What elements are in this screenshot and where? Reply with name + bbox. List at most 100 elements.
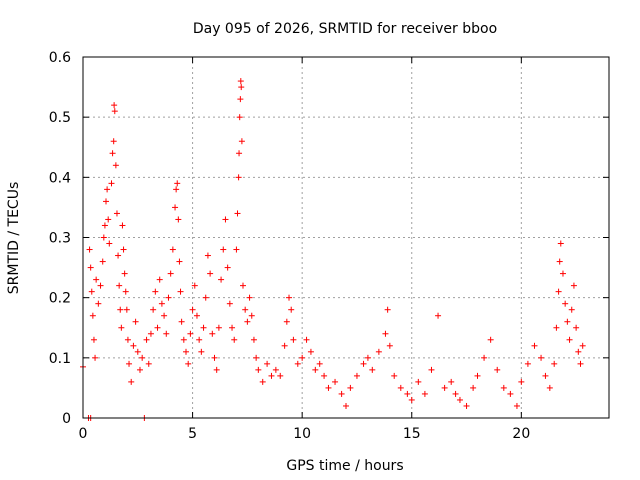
data-point xyxy=(147,330,154,337)
data-point xyxy=(253,354,260,361)
data-point xyxy=(562,300,569,307)
data-point xyxy=(88,288,95,295)
data-point xyxy=(577,360,584,367)
data-point xyxy=(248,312,255,319)
data-point xyxy=(513,402,520,409)
tick-labels: 0 5 10 15 20 0 0.1 0.2 0.3 0.4 0.5 0.6 xyxy=(49,50,531,442)
data-point xyxy=(115,252,122,259)
data-point xyxy=(575,348,582,355)
data-point xyxy=(557,240,564,247)
data-point xyxy=(242,306,249,313)
y-tick-label: 0.5 xyxy=(49,110,71,126)
data-point xyxy=(180,336,187,343)
data-point xyxy=(384,306,391,313)
data-point xyxy=(325,384,332,391)
data-point xyxy=(193,312,200,319)
data-point xyxy=(187,330,194,337)
data-point xyxy=(101,222,108,229)
x-axis-label: GPS time / hours xyxy=(286,458,403,474)
y-tick-label: 0.3 xyxy=(49,231,71,247)
data-point xyxy=(452,390,459,397)
y-tick-label: 0.2 xyxy=(49,291,71,307)
x-tick-label: 0 xyxy=(79,426,88,442)
data-point xyxy=(347,384,354,391)
data-point xyxy=(415,378,422,385)
data-points xyxy=(80,78,586,421)
data-point xyxy=(200,324,207,331)
data-point xyxy=(105,216,112,223)
data-point xyxy=(132,318,139,325)
data-point xyxy=(246,294,253,301)
data-point xyxy=(391,372,398,379)
data-point xyxy=(104,186,111,193)
data-point xyxy=(494,366,501,373)
data-point xyxy=(236,150,243,157)
data-point xyxy=(428,366,435,373)
data-point xyxy=(220,246,227,253)
data-point xyxy=(353,372,360,379)
data-point xyxy=(109,150,116,157)
data-point xyxy=(268,372,275,379)
data-point xyxy=(111,108,118,115)
y-axis-label: SRMTID / TECUs xyxy=(6,182,22,295)
data-point xyxy=(286,294,293,301)
data-point xyxy=(178,318,185,325)
data-point xyxy=(93,276,100,283)
data-point xyxy=(110,138,117,145)
data-point xyxy=(474,372,481,379)
data-point xyxy=(332,378,339,385)
data-point xyxy=(222,216,229,223)
x-tick-label: 20 xyxy=(512,426,530,442)
data-point xyxy=(566,336,573,343)
data-point xyxy=(538,354,545,361)
data-point xyxy=(255,366,262,373)
data-point xyxy=(100,234,107,241)
x-tick-label: 10 xyxy=(293,426,311,442)
data-point xyxy=(290,336,297,343)
data-point xyxy=(118,324,125,331)
data-point xyxy=(152,288,159,295)
data-point xyxy=(173,186,180,193)
data-point xyxy=(397,384,404,391)
data-point xyxy=(507,390,514,397)
data-point xyxy=(87,264,94,271)
data-point xyxy=(145,360,152,367)
data-point xyxy=(229,324,236,331)
data-point xyxy=(213,366,220,373)
data-point xyxy=(95,300,102,307)
data-point xyxy=(264,360,271,367)
data-point xyxy=(551,360,558,367)
data-point xyxy=(136,366,143,373)
data-point xyxy=(338,390,345,397)
data-point xyxy=(421,390,428,397)
data-point xyxy=(481,354,488,361)
data-point xyxy=(150,306,157,313)
data-point xyxy=(382,330,389,337)
data-point xyxy=(250,336,257,343)
x-tick-label: 5 xyxy=(188,426,197,442)
data-point xyxy=(128,378,135,385)
data-point xyxy=(441,384,448,391)
data-point xyxy=(185,360,192,367)
data-point xyxy=(189,306,196,313)
data-point xyxy=(463,402,470,409)
data-point xyxy=(456,396,463,403)
data-point xyxy=(553,324,560,331)
data-point xyxy=(122,288,129,295)
data-point xyxy=(568,306,575,313)
data-point xyxy=(112,162,119,169)
data-point xyxy=(198,348,205,355)
data-point xyxy=(130,342,137,349)
y-tick-label: 0.6 xyxy=(49,50,71,66)
data-point xyxy=(237,96,244,103)
data-point xyxy=(191,282,198,289)
chart-title: Day 095 of 2026, SRMTID for receiver bbo… xyxy=(193,21,497,37)
data-point xyxy=(165,294,172,301)
data-point xyxy=(154,324,161,331)
data-point xyxy=(183,348,190,355)
data-point xyxy=(234,210,241,217)
data-point xyxy=(259,378,266,385)
data-point xyxy=(288,306,295,313)
data-point xyxy=(113,210,120,217)
data-point xyxy=(518,378,525,385)
